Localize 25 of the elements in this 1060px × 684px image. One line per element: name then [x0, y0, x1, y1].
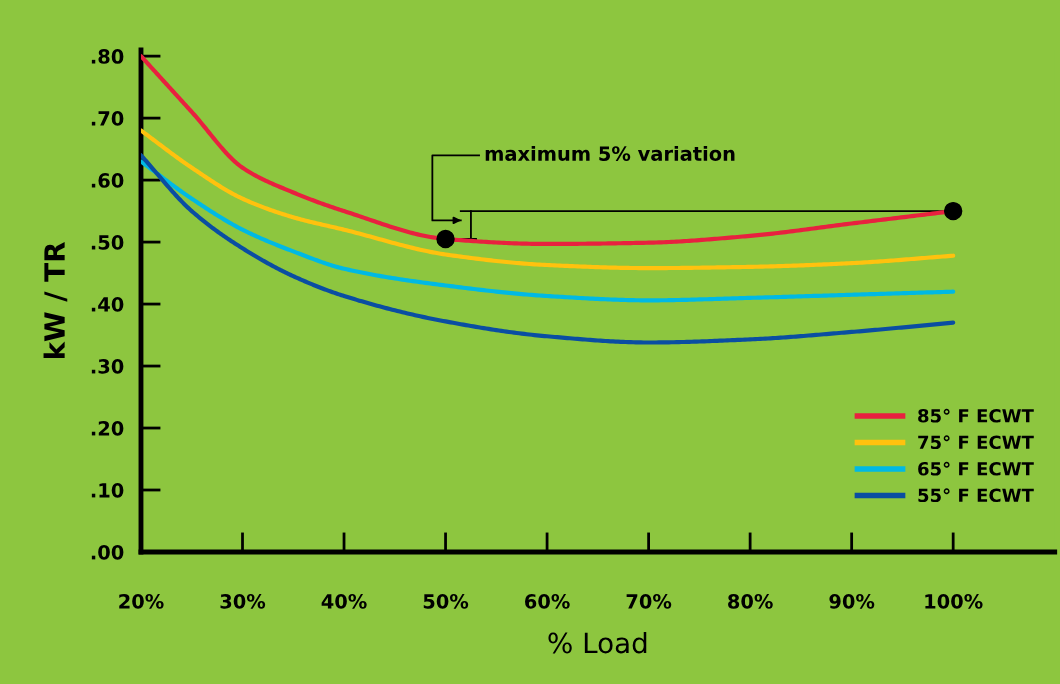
y-tick-label: .60	[91, 173, 124, 188]
legend-label: 85° F ECWT	[918, 408, 1034, 423]
x-tick-label: 60%	[525, 594, 570, 609]
legend-label: 65° F ECWT	[918, 461, 1034, 476]
y-tick-label: .00	[91, 544, 124, 560]
y-tick-label: .30	[91, 359, 124, 374]
x-tick-label: 20%	[119, 594, 164, 609]
y-tick-label: .70	[91, 111, 124, 126]
x-axis-title: % Load	[548, 631, 647, 654]
annotation: maximum 5% variation	[485, 145, 735, 161]
x-tick-label: 40%	[321, 594, 367, 609]
x-tick-label: 50%	[423, 594, 469, 609]
legend-label: 55° F ECWT	[918, 488, 1034, 503]
y-axis-title: kW / TR	[43, 242, 68, 359]
x-tick-label: 30%	[220, 594, 266, 609]
y-tick-label: .20	[91, 420, 124, 436]
y-tick-label: .40	[91, 297, 124, 312]
y-tick-label: .80	[91, 49, 124, 64]
y-tick-label: .10	[91, 482, 124, 498]
y-tick-label: .50	[91, 235, 124, 250]
legend-label: 75° F ECWT	[918, 435, 1034, 450]
x-tick-label: 90%	[829, 594, 875, 609]
x-tick-label: 70%	[626, 594, 672, 609]
x-tick-label: 100%	[925, 594, 983, 609]
x-tick-label: 80%	[728, 594, 773, 609]
